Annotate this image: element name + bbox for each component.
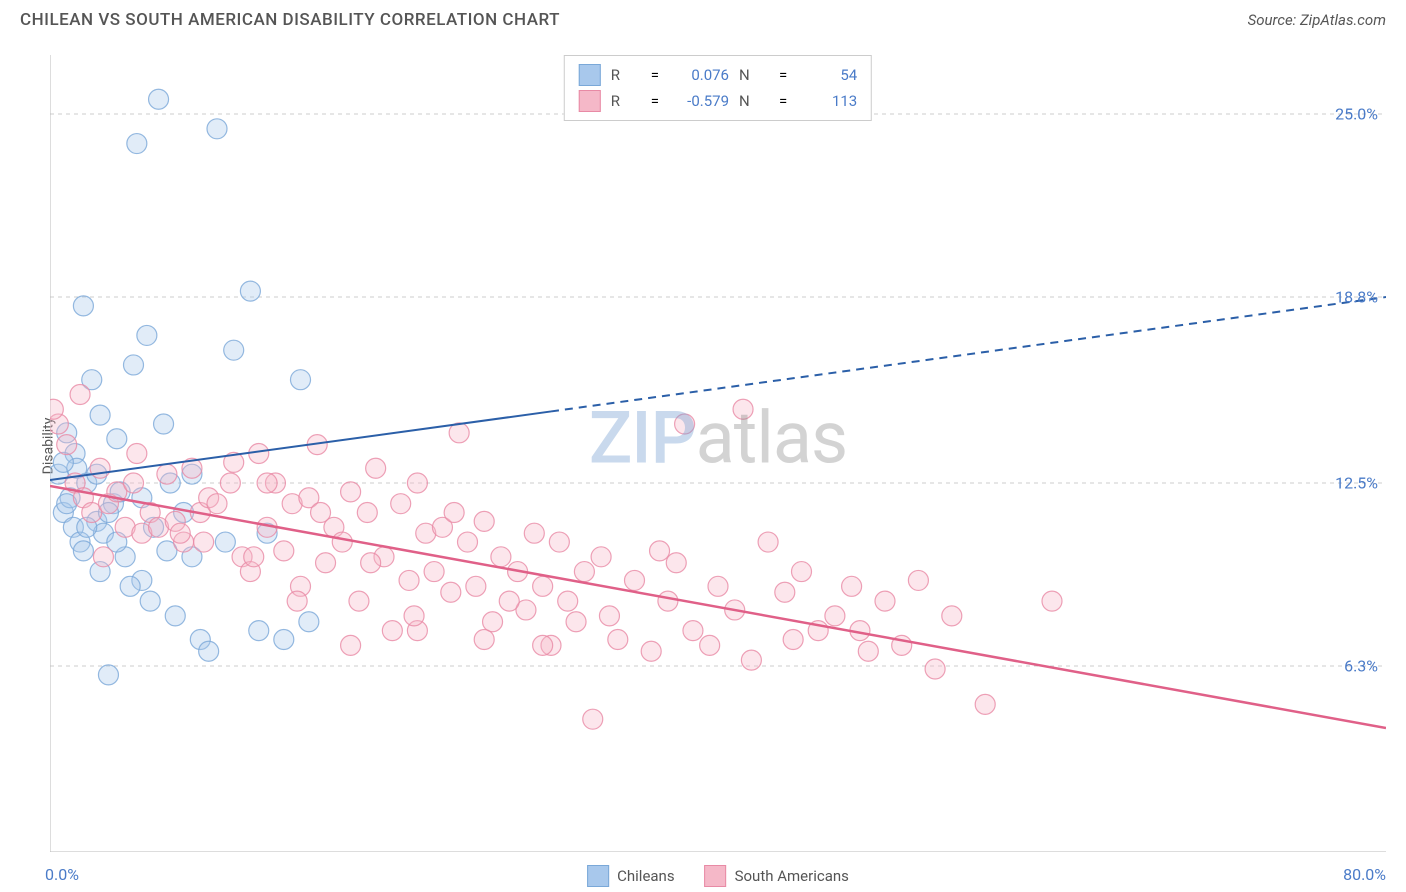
y-grid-label: 25.0% <box>1335 105 1378 124</box>
stats-row-chileans: R = 0.076 N = 54 <box>579 62 857 88</box>
chart-area: ZIPatlas R = 0.076 N = 54 R = -0.579 N =… <box>50 55 1386 852</box>
r-value-south-americans: -0.579 <box>669 92 729 110</box>
y-grid-label: 12.5% <box>1335 474 1378 493</box>
n-value-south-americans: 113 <box>797 92 857 110</box>
chart-title: CHILEAN VS SOUTH AMERICAN DISABILITY COR… <box>20 10 560 30</box>
legend-item-south-americans: South Americans <box>705 865 849 887</box>
source-label: Source: ZipAtlas.com <box>1248 11 1386 29</box>
chileans-swatch-icon <box>587 865 609 887</box>
series-legend: Chileans South Americans <box>587 865 849 887</box>
south-americans-swatch-icon <box>705 865 727 887</box>
legend-label: Chileans <box>617 867 674 885</box>
stats-legend: R = 0.076 N = 54 R = -0.579 N = 113 <box>564 55 872 121</box>
legend-item-chileans: Chileans <box>587 865 674 887</box>
y-grid-label: 18.8% <box>1335 288 1378 307</box>
x-axis-max-label: 80.0% <box>1343 865 1386 884</box>
x-axis-min-label: 0.0% <box>45 865 79 884</box>
y-grid-label: 6.3% <box>1344 657 1378 676</box>
scatter-chart <box>50 55 1386 852</box>
stats-row-south-americans: R = -0.579 N = 113 <box>579 88 857 114</box>
r-value-chileans: 0.076 <box>669 66 729 84</box>
chileans-swatch-icon <box>579 64 601 86</box>
legend-label: South Americans <box>735 867 849 885</box>
south-americans-swatch-icon <box>579 90 601 112</box>
n-value-chileans: 54 <box>797 66 857 84</box>
